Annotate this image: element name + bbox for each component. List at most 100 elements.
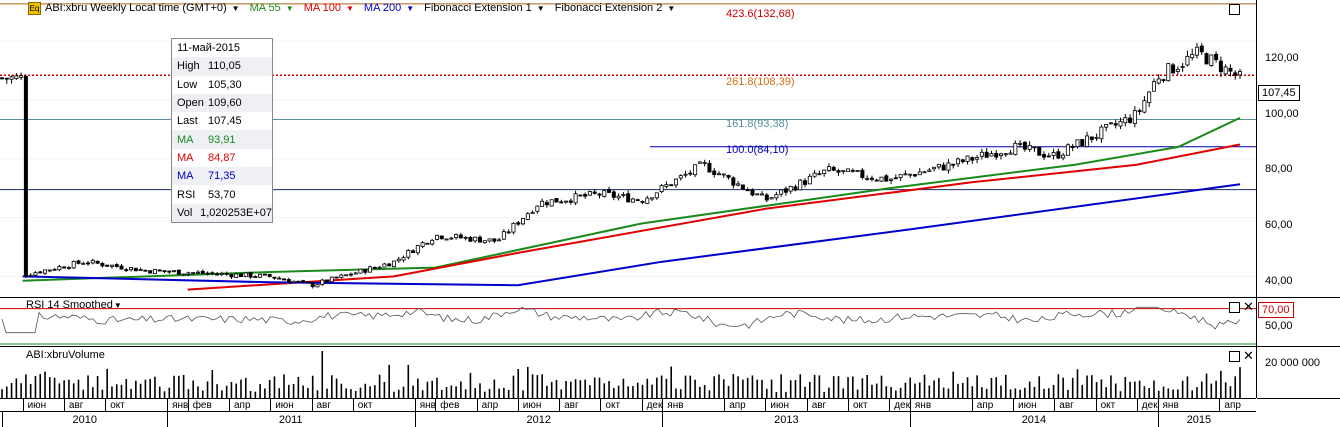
candle-body [1199, 45, 1204, 53]
candle-body [750, 189, 755, 196]
candle-body [234, 273, 239, 278]
month-tick [414, 398, 416, 411]
indicator-ma55[interactable]: MA 55 [249, 2, 281, 14]
candle-body [1238, 71, 1243, 76]
candle-body [516, 222, 521, 225]
indicator-ma100[interactable]: MA 100 [303, 2, 341, 14]
candle-body [430, 239, 435, 245]
candle-body [262, 273, 267, 276]
candle-body [650, 197, 655, 200]
candle-body [325, 279, 330, 283]
chevron-down-icon[interactable]: ▼ [406, 3, 415, 13]
candle-body [1022, 141, 1027, 150]
chevron-down-icon[interactable]: ▼ [536, 3, 545, 13]
candle-body [33, 272, 38, 276]
chevron-down-icon[interactable]: ▼ [667, 3, 676, 13]
rsi-chart[interactable] [0, 298, 1256, 346]
month-label: янв [914, 400, 932, 411]
candle-body [669, 184, 674, 187]
candle-body [1042, 154, 1047, 158]
indicator-ma200[interactable]: MA 200 [363, 2, 402, 14]
maximize-panel-icon[interactable] [1229, 4, 1240, 15]
time-axis[interactable]: июн авг окт янв фев апр июн авг окт янв фев апр июн а… [0, 398, 1256, 427]
candle-body [52, 268, 57, 271]
candle-body [501, 231, 506, 240]
candle-body [47, 269, 52, 272]
candle-body [889, 178, 894, 181]
candle-body [454, 234, 459, 239]
candle-body [463, 236, 468, 239]
candle-body [143, 269, 148, 272]
month-label: авг [1059, 400, 1074, 411]
month-label: апр [1224, 400, 1241, 411]
year-separator [909, 411, 911, 427]
candle-body [1175, 68, 1180, 72]
volume-chart[interactable] [0, 347, 1256, 398]
candle-body [549, 199, 554, 207]
maximize-panel-icon[interactable] [1229, 351, 1240, 362]
candle-body [659, 185, 664, 192]
candle-body [238, 273, 243, 277]
candle-body [1080, 139, 1085, 147]
rsi-axis[interactable]: 70,00 50,00 [1257, 298, 1340, 347]
candle-body [1018, 142, 1023, 145]
candle-body [1190, 54, 1195, 58]
candle-body [1128, 117, 1133, 123]
candle-body [272, 276, 277, 279]
candle-body [841, 170, 846, 172]
chevron-down-icon[interactable]: ▼ [231, 3, 240, 13]
close-icon[interactable]: ✕ [1243, 348, 1254, 363]
ma-line [22, 183, 1241, 287]
candle-body [1166, 63, 1171, 82]
volume-title[interactable]: ABI:xbruVolume [26, 349, 105, 361]
price-chart[interactable] [0, 0, 1256, 297]
y-tick-label: 60,00 [1265, 219, 1293, 231]
candle-body [477, 236, 482, 243]
month-label: авг [564, 400, 579, 411]
candle-body [702, 162, 707, 164]
candle-body [401, 257, 406, 261]
symbol-title[interactable]: ABI:xbru Weekly Local time (GMT+0) [45, 2, 227, 14]
price-axis[interactable]: 120,00 100,00 80,00 60,00 40,00 107,45 [1257, 0, 1340, 298]
candle-body [157, 269, 162, 272]
candle-body [205, 272, 210, 275]
volume-axis[interactable]: 20 000 000 [1257, 347, 1340, 399]
candle-body [1056, 151, 1061, 159]
candle-body [1151, 81, 1156, 92]
price-panel[interactable]: Eq ABI:xbru Weekly Local time (GMT+0) ▼ M… [0, 0, 1256, 298]
month-label: авг [68, 400, 84, 411]
candle-body [793, 186, 798, 191]
year-label: 2013 [774, 414, 799, 426]
chevron-down-icon[interactable]: ▼ [346, 3, 354, 13]
year-separator [1157, 411, 1159, 427]
candle-body [344, 274, 349, 277]
rsi-title[interactable]: RSI 14 Smoothed▼ [26, 299, 122, 311]
maximize-panel-icon[interactable] [1229, 302, 1240, 313]
indicator-fib1[interactable]: Fibonacci Extension 1 [424, 2, 532, 14]
rsi-panel[interactable]: RSI 14 Smoothed▼ ✕ [0, 298, 1256, 347]
candle-body [602, 190, 607, 197]
month-tick [270, 398, 272, 411]
candle-body [482, 240, 487, 244]
candle-body [975, 157, 980, 160]
month-tick [600, 398, 602, 411]
info-row: MA 93,91 [172, 130, 272, 149]
info-row: High 110,05 [172, 57, 272, 76]
candle-body [406, 249, 411, 258]
candle-body [688, 172, 693, 175]
candle-body [229, 274, 234, 278]
candle-body [282, 278, 287, 281]
candle-body [152, 268, 157, 275]
candle-body [740, 184, 745, 190]
candle-body [979, 151, 984, 157]
chevron-down-icon[interactable]: ▼ [285, 3, 294, 13]
month-tick [352, 398, 354, 411]
close-icon[interactable]: ✕ [1243, 299, 1254, 314]
candle-body [200, 270, 205, 274]
candle-body [1185, 55, 1190, 66]
year-label: 2014 [1021, 414, 1047, 426]
year-separator [662, 411, 664, 427]
volume-panel[interactable]: ABI:xbruVolume ✕ [0, 347, 1256, 399]
candle-body [697, 161, 702, 164]
indicator-fib2[interactable]: Fibonacci Extension 2 [554, 2, 663, 14]
